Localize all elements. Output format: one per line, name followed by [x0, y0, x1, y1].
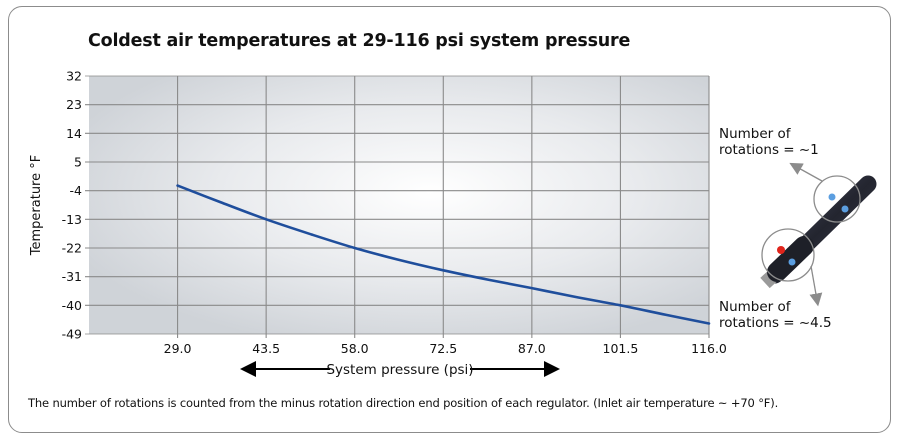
blue-marker-2 [828, 193, 836, 201]
x-tick-label: 29.0 [164, 341, 192, 356]
x-tick-label: 87.0 [518, 341, 546, 356]
upper-adjust-circle [813, 175, 861, 223]
y-tick-label: -22 [62, 241, 82, 256]
footnote: The number of rotations is counted from … [28, 396, 779, 410]
y-axis-label: Temperature °F [29, 155, 44, 256]
annotation-bottom-line2: rotations = ~4.5 [719, 315, 832, 331]
x-tick-labels: 29.0 43.5 58.0 72.5 87.0 101.5 116.0 [164, 341, 727, 356]
x-tick-label: 116.0 [691, 341, 727, 356]
y-tick-label: -49 [62, 327, 82, 342]
annotation-top: Number of rotations = ~1 [719, 126, 819, 158]
y-tick-label: 32 [66, 69, 82, 84]
y-tick-label: 14 [66, 126, 82, 141]
annotation-top-line1: Number of [719, 126, 791, 142]
x-tick-label: 72.5 [429, 341, 457, 356]
figure-frame [8, 6, 891, 433]
blue-marker-3 [841, 205, 849, 213]
annotation-bottom: Number of rotations = ~4.5 [719, 299, 832, 331]
horizontal-gridlines [85, 75, 709, 335]
y-tick-label: -13 [62, 212, 82, 227]
y-tick-label: -31 [62, 269, 82, 284]
x-tick-label: 43.5 [252, 341, 280, 356]
y-tick-label: -4 [70, 183, 83, 198]
x-tick-label: 58.0 [341, 341, 369, 356]
arrow-to-top-label [789, 162, 823, 182]
y-tick-label: -40 [62, 298, 82, 313]
y-tick-labels: 32 23 14 5 -4 -13 -22 -31 -40 -49 [62, 69, 82, 342]
arrow-to-bottom-label [809, 265, 823, 307]
x-axis-label: System pressure (psi) [326, 362, 473, 378]
red-marker [777, 246, 785, 254]
y-tick-label: 5 [74, 155, 82, 170]
plot-area [89, 76, 709, 334]
chart-title: Coldest air temperatures at 29-116 psi s… [88, 31, 631, 51]
regulator-device-illustration [760, 162, 877, 307]
annotation-top-line2: rotations = ~1 [719, 142, 819, 158]
annotation-bottom-line1: Number of [719, 299, 791, 315]
x-axis-label-group: System pressure (psi) [240, 361, 560, 378]
blue-marker-1 [788, 258, 796, 266]
y-tick-label: 23 [66, 97, 82, 112]
vertical-gridlines [177, 76, 710, 338]
series-line [176, 184, 711, 325]
x-tick-label: 101.5 [603, 341, 639, 356]
lower-adjust-circle [761, 228, 815, 282]
